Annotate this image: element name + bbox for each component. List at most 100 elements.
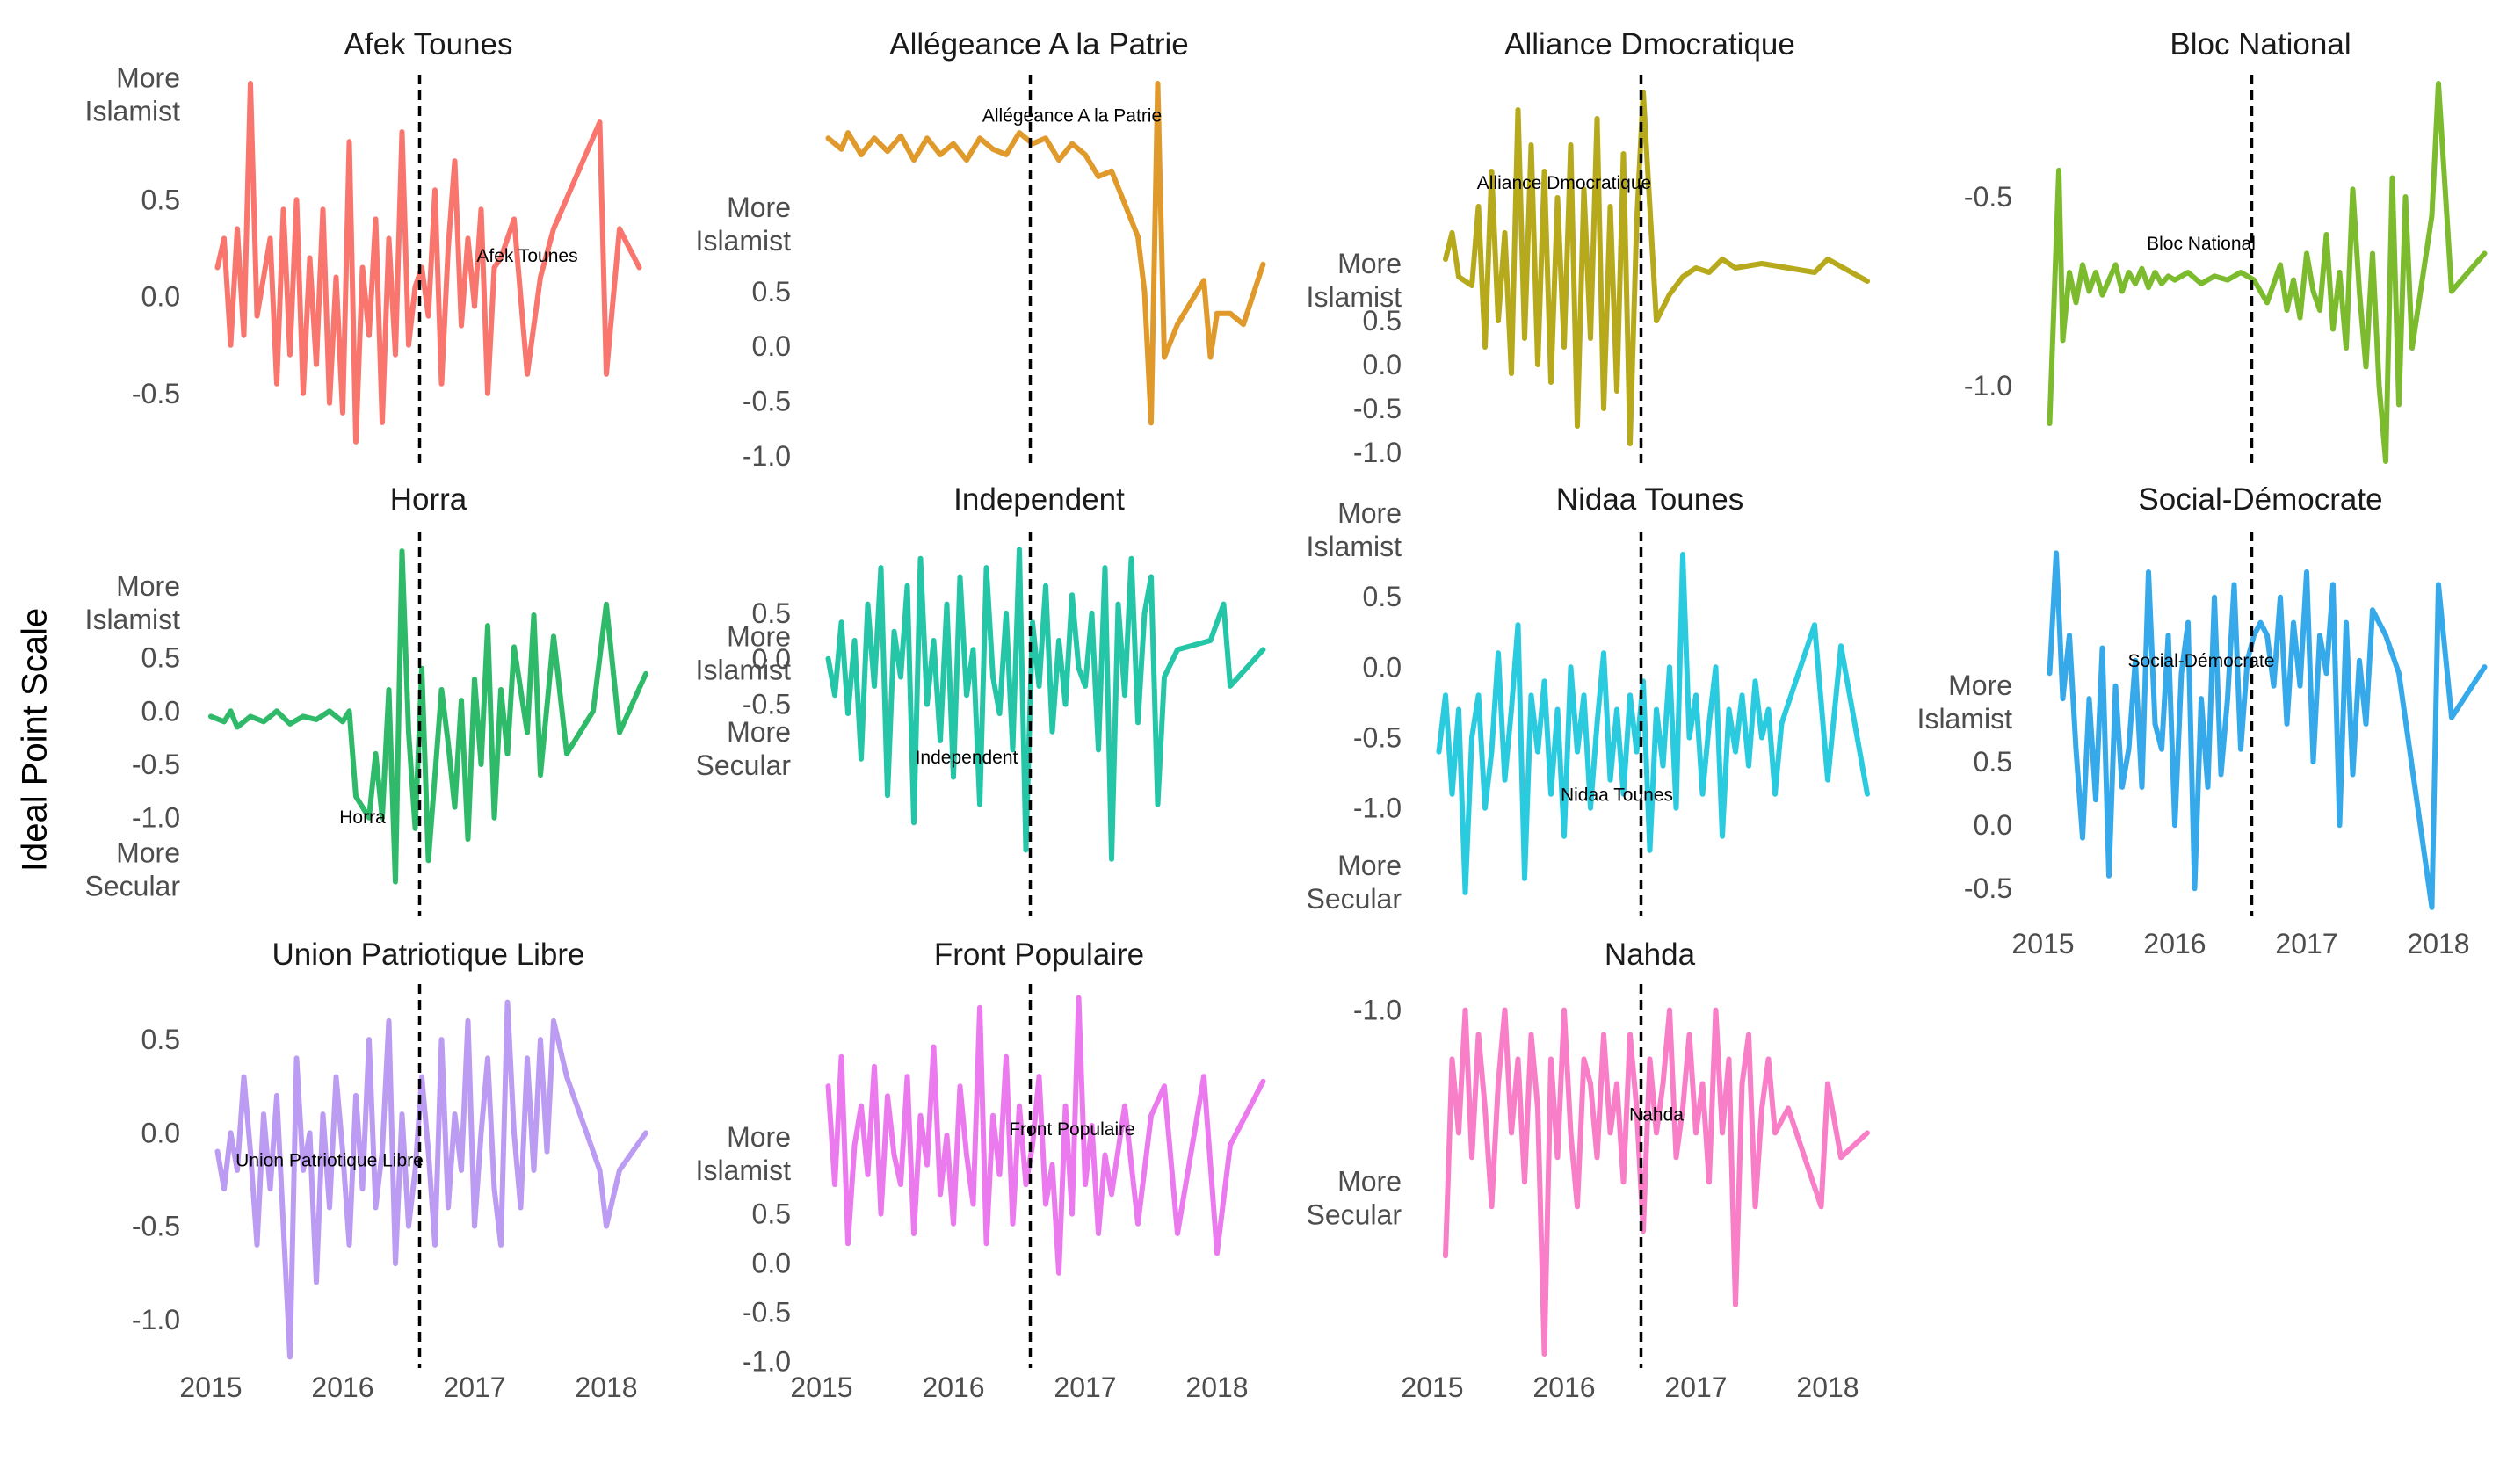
series-line bbox=[2047, 550, 2488, 910]
y-tick-label: -1.0 bbox=[132, 1304, 180, 1336]
y-tick-label: -0.5 bbox=[1964, 181, 2012, 213]
y-tick-label: 0.0 bbox=[1363, 651, 1402, 683]
panel-title: Allégeance A la Patrie bbox=[889, 27, 1189, 62]
panel-11: Nahda -1.0 More Secular Nahda 2015 2016 2017 201… bbox=[1307, 937, 1870, 1403]
x-tick-label: 2017 bbox=[1054, 1372, 1116, 1403]
y-tick-label: -0.5 bbox=[1353, 722, 1402, 754]
series-annotation: Nahda bbox=[1629, 1104, 1684, 1125]
panel-title: Front Populaire bbox=[934, 937, 1144, 972]
x-tick-label: 2018 bbox=[2407, 928, 2469, 959]
series-line bbox=[214, 81, 642, 445]
x-tick-label: 2018 bbox=[575, 1372, 637, 1403]
series-line bbox=[825, 995, 1266, 1276]
y-tick-label: -1.0 bbox=[132, 802, 180, 834]
more-secular-label: More Secular bbox=[85, 836, 181, 901]
y-tick-label: 0.5 bbox=[752, 1198, 791, 1230]
panel-title: Independent bbox=[953, 482, 1125, 517]
y-tick-label: 0.5 bbox=[1363, 581, 1402, 612]
y-tick-label: 0.5 bbox=[1974, 746, 2012, 778]
more-islamist-label: More Islamist bbox=[696, 1121, 792, 1186]
panel-1: Afek Tounes 0.5 0.0 -0.5 More Islamist Afek To… bbox=[85, 27, 642, 463]
panel-9: Union Patriotique Libre 0.5 0.0 -0.5 -1.0 Uni… bbox=[132, 937, 648, 1403]
series-annotation: Horra bbox=[339, 807, 386, 828]
y-tick-label: -0.5 bbox=[743, 385, 791, 416]
x-tick-label: 2016 bbox=[1532, 1372, 1595, 1403]
panel-title: Bloc National bbox=[2170, 27, 2351, 62]
y-tick-label: 0.0 bbox=[752, 330, 791, 362]
x-tick-label: 2018 bbox=[1185, 1372, 1248, 1403]
panel-6: Independent 0.5 0.0 -0.5 More Islamist More Sec… bbox=[696, 482, 1266, 916]
x-tick-label: 2016 bbox=[311, 1372, 373, 1403]
series-annotation: Bloc National bbox=[2147, 234, 2256, 254]
more-secular-label: More Secular bbox=[1307, 850, 1402, 915]
series-line bbox=[825, 547, 1266, 862]
x-tick-label: 2018 bbox=[1796, 1372, 1859, 1403]
y-tick-label: 0.5 bbox=[752, 276, 791, 308]
more-islamist-label: More Islamist bbox=[696, 192, 792, 257]
y-tick-label: -0.5 bbox=[743, 689, 791, 720]
series-annotation: Nidaa Tounes bbox=[1561, 785, 1673, 806]
x-tick-label: 2017 bbox=[1664, 1372, 1727, 1403]
y-tick-label: -1.0 bbox=[1353, 437, 1402, 468]
x-tick-label: 2015 bbox=[1401, 1372, 1463, 1403]
more-islamist-label: More Islamist bbox=[1917, 670, 2013, 735]
y-tick-label: -0.5 bbox=[132, 749, 180, 780]
panel-title: Social-Démocrate bbox=[2138, 482, 2382, 517]
more-islamist-label: More Islamist bbox=[85, 62, 181, 127]
panel-7: Nidaa Tounes 0.5 0.0 -0.5 -1.0 More Islamist Mo… bbox=[1307, 482, 1870, 916]
y-tick-label: 0.0 bbox=[141, 281, 180, 313]
x-tick-label: 2015 bbox=[179, 1372, 242, 1403]
x-tick-label: 2015 bbox=[790, 1372, 852, 1403]
x-tick-label: 2016 bbox=[922, 1372, 984, 1403]
series-line bbox=[214, 999, 648, 1360]
panel-title: Horra bbox=[390, 482, 467, 517]
panel-title: Nahda bbox=[1605, 937, 1696, 972]
panel-8: Social-Démocrate 0.5 0.0 -0.5 More Islamist So… bbox=[1917, 482, 2488, 959]
panel-3: Alliance Dmocratique 0.5 0.0 -0.5 -1.0 More Is… bbox=[1307, 27, 1870, 468]
series-annotation: Afek Tounes bbox=[476, 246, 577, 266]
series-annotation: Allégeance A la Patrie bbox=[982, 106, 1162, 127]
y-tick-label: -0.5 bbox=[132, 378, 180, 409]
series-annotation: Independent bbox=[916, 748, 1018, 768]
y-tick-label: -1.0 bbox=[743, 440, 791, 472]
y-tick-label: -0.5 bbox=[132, 1211, 180, 1242]
y-tick-label: 0.0 bbox=[752, 1248, 791, 1279]
more-secular-label: More Secular bbox=[696, 716, 792, 781]
y-tick-label: 0.5 bbox=[141, 184, 180, 215]
y-tick-label: 0.5 bbox=[1363, 305, 1402, 337]
series-line bbox=[825, 81, 1266, 426]
x-tick-label: 2017 bbox=[2275, 928, 2337, 959]
y-tick-label: 0.5 bbox=[141, 1024, 180, 1055]
y-tick-label: 0.0 bbox=[141, 1117, 180, 1148]
x-tick-label: 2016 bbox=[2143, 928, 2206, 959]
x-tick-label: 2015 bbox=[2011, 928, 2074, 959]
series-annotation: Alliance Dmocratique bbox=[1477, 173, 1651, 193]
y-tick-label: -0.5 bbox=[1353, 393, 1402, 424]
series-line bbox=[208, 548, 648, 885]
panel-title: Union Patriotique Libre bbox=[272, 937, 584, 972]
x-tick-label: 2017 bbox=[443, 1372, 505, 1403]
series-annotation: Front Populaire bbox=[1009, 1119, 1135, 1140]
y-tick-label: 0.5 bbox=[752, 597, 791, 629]
y-tick-label: 0.0 bbox=[141, 695, 180, 727]
series-annotation: Union Patriotique Libre bbox=[235, 1151, 424, 1171]
more-secular-label: More Secular bbox=[1307, 1165, 1402, 1230]
more-islamist-label: More Islamist bbox=[85, 570, 181, 635]
y-tick-label: -1.0 bbox=[743, 1345, 791, 1377]
more-islamist-label: More Islamist bbox=[1307, 248, 1402, 313]
y-tick-label: -1.0 bbox=[1353, 793, 1402, 824]
more-islamist-label: More Islamist bbox=[696, 620, 792, 685]
series-line bbox=[1436, 552, 1870, 895]
y-tick-label: 0.0 bbox=[1974, 809, 2012, 841]
panel-2: Allégeance A la Patrie 0.5 0.0 -0.5 -1.0 More… bbox=[696, 27, 1266, 472]
panel-4: Bloc National -0.5 -1.0 Bloc National bbox=[1964, 27, 2488, 464]
more-islamist-label: More Islamist bbox=[1307, 497, 1402, 562]
series-line bbox=[2047, 81, 2488, 464]
series-line bbox=[1443, 90, 1870, 446]
panel-title: Nidaa Tounes bbox=[1556, 482, 1743, 517]
y-tick-label: 0.0 bbox=[1363, 349, 1402, 380]
series-line bbox=[1443, 1007, 1870, 1357]
y-tick-label: 0.0 bbox=[752, 643, 791, 675]
y-tick-label: -0.5 bbox=[1964, 872, 2012, 904]
